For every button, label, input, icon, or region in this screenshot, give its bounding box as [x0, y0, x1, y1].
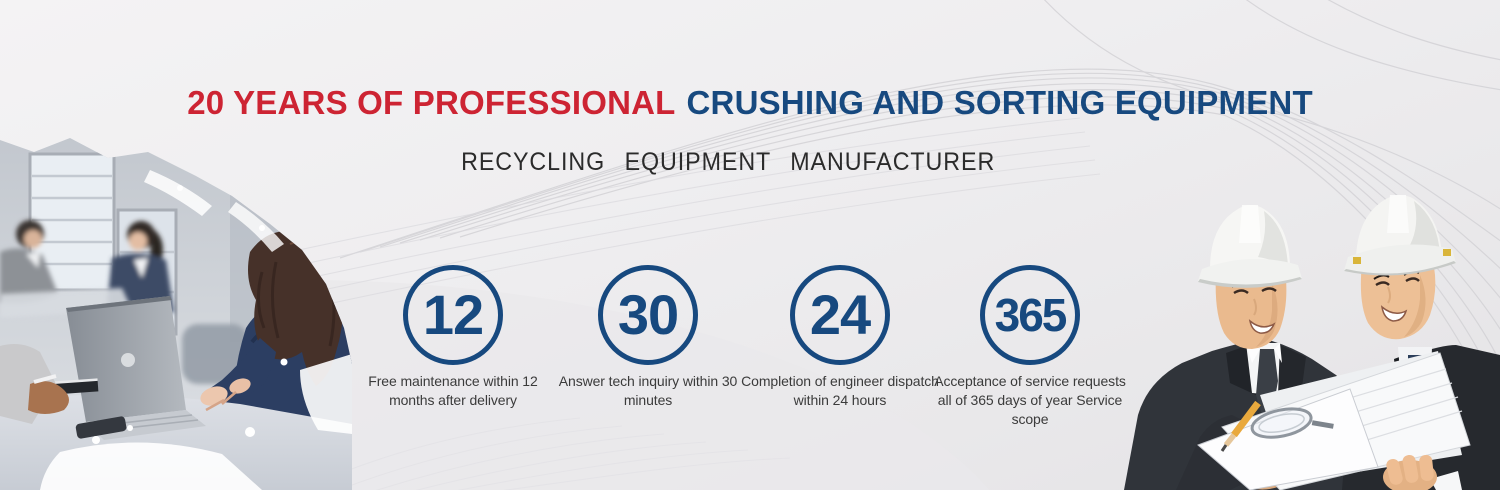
hard-hat-left — [1198, 205, 1302, 288]
background-colleague-left — [0, 220, 58, 303]
headline-equipment-text: CRUSHING AND SORTING EQUIPMENT — [686, 84, 1313, 121]
blueprint-papers — [1197, 351, 1471, 490]
desk-surface — [0, 394, 352, 490]
hard-hat-right — [1344, 195, 1456, 276]
notebook — [51, 378, 99, 395]
stat-value: 12 — [422, 283, 484, 346]
background-colleague-middle — [106, 221, 174, 319]
stat-circle: 365 — [980, 265, 1080, 365]
stat-circle: 24 — [790, 265, 890, 365]
stat-label: Completion of engineer dispatch within 2… — [741, 373, 939, 408]
smartphone — [75, 416, 127, 439]
engineer-left — [1124, 205, 1360, 490]
subtitle: RECYCLING EQUIPMENT MANUFACTURER — [0, 147, 1500, 177]
office-team-photo — [0, 138, 352, 490]
office-window — [28, 152, 178, 336]
stat-free-maintenance: 12 Free maintenance within 12 months aft… — [350, 265, 556, 410]
stat-value: 30 — [617, 283, 679, 346]
typing-hands — [200, 378, 251, 412]
stat-label: Free maintenance within 12 months after … — [368, 373, 538, 408]
stat-label: Acceptance of service requests all of 36… — [934, 373, 1126, 427]
stat-value: 365 — [994, 289, 1068, 341]
stat-tech-inquiry: 30 Answer tech inquiry within 30 minutes — [545, 265, 751, 410]
background-table — [0, 288, 132, 318]
stat-engineer-dispatch: 24 Completion of engineer dispatch withi… — [737, 265, 943, 410]
engineer-right-face — [1360, 243, 1436, 340]
macbook-laptop — [66, 296, 206, 440]
paint-splatter-overlay — [40, 138, 352, 490]
engineer-left-face — [1215, 257, 1287, 349]
headline: 20 YEARS OF PROFESSIONAL CRUSHING AND SOR… — [0, 84, 1500, 122]
bottom-left-line-fan — [299, 417, 791, 490]
office-chair — [182, 324, 248, 384]
office-wall — [0, 138, 352, 490]
dark-tie — [1256, 349, 1278, 437]
stat-service-days: 365 Acceptance of service requests all o… — [927, 265, 1133, 429]
engineer-right — [1342, 195, 1500, 490]
engineers-photo — [1124, 195, 1500, 490]
apple-logo-icon — [121, 353, 135, 367]
headline-years-highlight: 20 YEARS OF PROFESSIONAL — [187, 84, 676, 121]
subtitle-text: RECYCLING EQUIPMENT MANUFACTURER — [460, 148, 996, 176]
foreground-woman — [202, 230, 352, 444]
stat-circle: 12 — [403, 265, 503, 365]
stat-value: 24 — [809, 283, 871, 346]
pencil — [1220, 400, 1261, 452]
magnifier — [1250, 407, 1334, 439]
foreground-colleague-hand — [0, 344, 69, 424]
striped-tie — [1408, 355, 1430, 451]
stat-label: Answer tech inquiry within 30 minutes — [558, 373, 738, 408]
engineer-left-arm — [1176, 415, 1283, 490]
stat-circle: 30 — [598, 265, 698, 365]
engineer-right-hand — [1383, 454, 1462, 490]
